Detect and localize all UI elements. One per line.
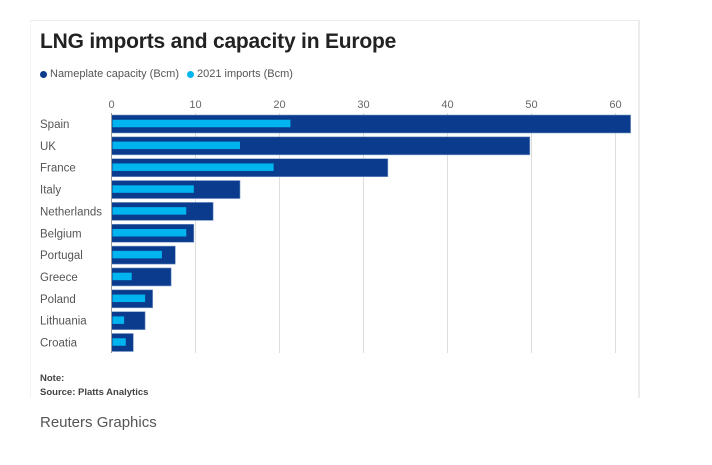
bar-imports-belgium [112,229,187,237]
x-tick-label-50: 50 [525,99,537,111]
bar-imports-greece [112,272,132,281]
credit-text: Reuters Graphics [40,414,157,431]
category-label: Italy [40,185,61,197]
bar-imports-poland [112,294,146,303]
legend-dot-imports [187,70,194,78]
category-label: France [40,163,76,175]
bar-imports-croatia [112,338,126,346]
chart-frame [30,20,640,398]
legend-item-capacity: Nameplate capacity (Bcm) [40,68,179,80]
bar-imports-uk [112,141,241,150]
chart-title: LNG imports and capacity in Europe [40,30,397,53]
category-label: Croatia [40,338,78,350]
legend: Nameplate capacity (Bcm) 2021 imports (B… [40,68,301,80]
bar-imports-france [112,163,274,171]
category-label: Greece [40,272,78,284]
category-label: Poland [40,294,76,306]
x-tick-label-30: 30 [357,99,369,111]
x-tick-label-60: 60 [609,99,621,111]
bar-imports-lithuania [112,316,125,324]
category-label: Portugal [40,250,83,262]
x-tick-label-20: 20 [273,99,285,111]
bar-imports-portugal [112,250,162,259]
legend-dot-capacity [40,70,47,78]
x-tick-label-10: 10 [189,99,201,111]
category-label: Netherlands [40,206,102,218]
legend-label-capacity: Nameplate capacity (Bcm) [50,68,179,80]
category-label: Lithuania [40,316,87,328]
bar-imports-italy [112,185,194,193]
source-text: Source: Platts Analytics [40,387,149,398]
x-tick-label-40: 40 [441,99,453,111]
legend-label-imports: 2021 imports (Bcm) [197,68,293,80]
category-label: Spain [40,119,69,131]
bar-imports-netherlands [112,207,187,215]
x-tick-label-0: 0 [108,99,114,111]
legend-item-imports: 2021 imports (Bcm) [187,68,293,80]
category-label: UK [40,141,56,153]
chart-notes: Note: Source: Platts Analytics [40,372,148,400]
bar-imports-spain [112,119,291,128]
category-label: Belgium [40,228,82,240]
note-text: Note: [40,373,65,384]
